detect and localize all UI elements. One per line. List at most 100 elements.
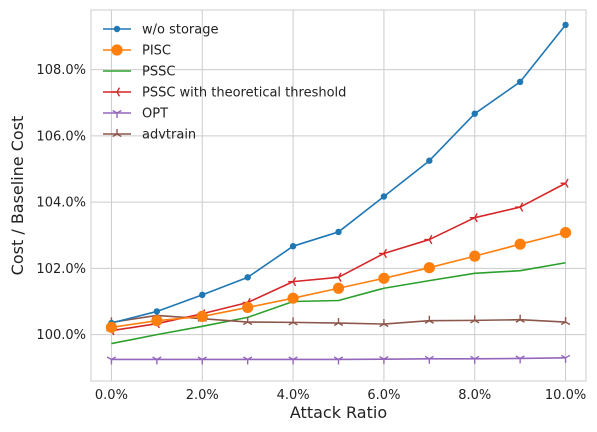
data-point — [197, 356, 207, 365]
series-line — [111, 231, 566, 329]
marker-stroke — [247, 321, 253, 326]
marker-stroke — [379, 323, 385, 328]
marker-stroke — [292, 276, 297, 282]
x-tick-label: 4.0% — [277, 388, 310, 403]
marker-stroke — [152, 356, 158, 361]
marker-stroke — [428, 320, 435, 324]
marker-stroke — [292, 321, 298, 326]
marker-stroke — [519, 206, 524, 212]
marker-stroke — [560, 321, 566, 326]
marker-stroke — [564, 182, 569, 188]
marker-stroke — [156, 356, 162, 361]
data-point — [105, 321, 118, 333]
marker-stroke — [292, 356, 298, 361]
marker-stroke — [560, 354, 566, 359]
data-point — [333, 318, 344, 327]
data-point — [151, 315, 163, 327]
marker-stroke — [519, 355, 525, 360]
data-point — [335, 228, 342, 236]
marker-stroke — [337, 276, 342, 282]
legend-label: w/o storage — [142, 23, 218, 38]
data-point — [515, 202, 524, 212]
legend-marker — [112, 109, 122, 118]
series-layer — [105, 21, 572, 365]
marker-stroke — [383, 356, 389, 360]
data-point — [333, 272, 342, 282]
data-point — [469, 213, 478, 223]
marker-stroke — [474, 319, 480, 324]
marker-stroke — [242, 356, 249, 361]
marker-stroke — [564, 178, 569, 184]
grid — [91, 10, 586, 381]
data-point — [288, 317, 298, 326]
marker-stroke — [242, 321, 249, 326]
data-point — [560, 317, 571, 326]
marker-stroke — [519, 319, 525, 323]
marker-stroke — [424, 355, 430, 360]
data-point — [470, 315, 480, 324]
marker-stroke — [379, 356, 385, 360]
data-point — [244, 274, 251, 281]
series-2 — [111, 261, 566, 345]
y-tick-label: 100.0% — [36, 328, 86, 343]
data-point — [153, 308, 161, 315]
marker-stroke — [333, 356, 339, 361]
marker-stroke — [474, 213, 478, 219]
legend-entry: PSSC — [103, 65, 175, 80]
data-point — [379, 319, 389, 328]
series-line — [111, 182, 566, 332]
series-4 — [106, 354, 571, 365]
legend-label: OPT — [142, 107, 168, 122]
marker-stroke — [292, 281, 297, 287]
data-point — [242, 301, 254, 314]
marker-stroke — [474, 217, 478, 223]
marker-stroke — [383, 253, 388, 259]
x-tick-label: 0.0% — [95, 388, 128, 403]
data-point — [469, 250, 481, 262]
marker-stroke — [428, 234, 433, 240]
data-point — [423, 262, 435, 274]
data-point — [332, 282, 345, 294]
marker-stroke — [116, 87, 121, 93]
legend-label: PISC — [142, 44, 171, 59]
marker-stroke — [474, 355, 480, 360]
marker-stroke — [333, 322, 339, 327]
data-point — [288, 356, 298, 365]
data-point — [152, 356, 162, 365]
marker-stroke — [428, 355, 435, 360]
y-tick-labels: 100.0% 102.0% 104.0% 106.0% 108.0% — [36, 63, 86, 343]
marker-stroke — [428, 239, 433, 245]
x-tick-label: 8.0% — [458, 388, 491, 403]
marker-stroke — [197, 356, 203, 361]
data-point — [287, 292, 299, 304]
legend-marker — [112, 87, 121, 97]
data-point — [378, 248, 388, 259]
series-0 — [108, 21, 569, 327]
data-point — [424, 315, 435, 324]
marker-stroke — [112, 109, 118, 114]
data-point — [199, 291, 206, 299]
marker-stroke — [116, 91, 121, 97]
data-point — [380, 193, 388, 200]
data-point — [426, 157, 433, 164]
y-axis-title: Cost / Baseline Cost — [8, 116, 27, 276]
marker-stroke — [337, 272, 342, 278]
data-point — [106, 356, 117, 365]
marker-stroke — [247, 297, 251, 303]
data-point — [242, 317, 253, 326]
data-point — [515, 314, 525, 323]
series-line — [111, 261, 566, 345]
legend-label: PSSC — [142, 65, 175, 80]
marker-stroke — [565, 321, 571, 326]
data-point — [288, 276, 297, 287]
x-tick-labels: 0.0% 2.0% 4.0% 6.0% 8.0% 10.0% — [95, 388, 586, 403]
y-tick-label: 108.0% — [36, 63, 86, 78]
marker-stroke — [106, 356, 112, 361]
data-point — [196, 310, 208, 323]
data-point — [515, 355, 525, 364]
y-tick-label: 102.0% — [36, 262, 86, 277]
marker-stroke — [424, 320, 430, 324]
legend-marker — [112, 129, 122, 138]
marker-stroke — [470, 355, 476, 360]
